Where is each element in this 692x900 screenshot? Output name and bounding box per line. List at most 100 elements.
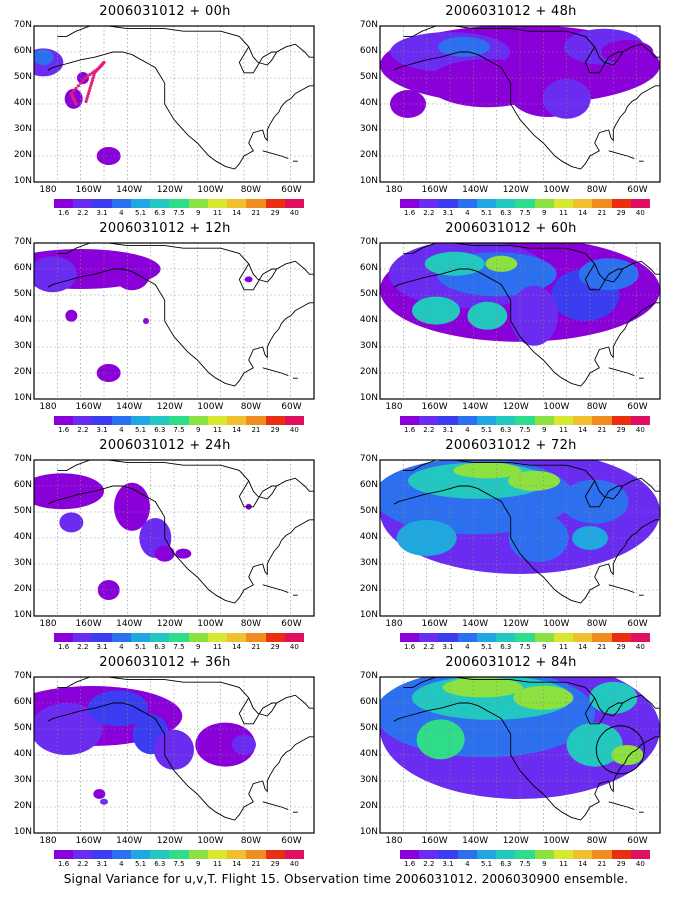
colorbar-label: 7.5 — [519, 426, 531, 434]
lon-label: 140W — [116, 619, 143, 629]
variance-contour — [453, 462, 522, 479]
colorbar-swatch — [169, 850, 189, 859]
colorbar-label: 29 — [616, 860, 626, 868]
colorbar-swatch — [92, 633, 112, 642]
map-frame — [379, 25, 661, 183]
variance-contour — [114, 258, 150, 291]
lon-label: 120W — [502, 619, 529, 629]
colorbar-label: 6.3 — [154, 643, 166, 651]
lon-label: 60W — [627, 402, 648, 412]
colorbar-swatch — [630, 416, 651, 425]
coastline — [47, 26, 314, 170]
map-frame — [379, 242, 661, 400]
colorbar-label: 29 — [270, 209, 280, 217]
colorbar-label: 14 — [578, 643, 588, 651]
colorbar-label: 11 — [212, 209, 222, 217]
lat-label: 60N — [13, 46, 32, 56]
colorbar-swatch — [130, 199, 151, 208]
colorbar-swatch — [92, 199, 112, 208]
lat-label: 60N — [359, 480, 378, 490]
lat-label: 20N — [359, 801, 378, 811]
lon-label: 100W — [197, 402, 224, 412]
map-panel: 2006031012 + 36h 70N 60N 50N 40N 30N 20N 10N 180… — [0, 651, 330, 868]
variance-contour — [59, 512, 84, 533]
map-frame — [33, 459, 315, 617]
lon-label: 180 — [385, 836, 403, 846]
colorbar-label: 29 — [616, 426, 626, 434]
colorbar-swatch — [496, 416, 516, 425]
lon-label: 160W — [75, 836, 102, 846]
variance-field — [34, 473, 252, 600]
variance-contour — [601, 40, 654, 64]
variance-field — [34, 686, 256, 805]
colorbar-label: 5.1 — [480, 426, 493, 434]
variance-contour — [34, 256, 77, 293]
variance-contour — [65, 309, 78, 322]
colorbar-swatch — [130, 850, 151, 859]
colorbar-swatch — [111, 199, 131, 208]
lon-label: 140W — [116, 402, 143, 412]
colorbar-swatch — [476, 850, 497, 859]
colorbar-label: 21 — [597, 860, 607, 868]
lon-label: 180 — [39, 836, 57, 846]
colorbar-swatch — [438, 850, 458, 859]
lat-label: 60N — [359, 46, 378, 56]
colorbar-label: 21 — [251, 643, 261, 651]
variance-contour — [396, 520, 457, 556]
colorbar-swatch — [188, 199, 208, 208]
lon-label: 160W — [75, 402, 102, 412]
lon-label: 80W — [586, 836, 608, 846]
colorbar-swatch — [284, 850, 305, 859]
lon-label: 120W — [156, 185, 183, 195]
colorbar-swatch — [534, 416, 554, 425]
colorbar-label: 5.1 — [134, 643, 147, 651]
map-panel: 2006031012 + 00h 70N 60N 50N 40N 30N 20N 10N 180… — [0, 0, 330, 217]
colorbar — [54, 416, 305, 425]
map-frame — [33, 676, 315, 834]
lon-label: 80W — [586, 619, 608, 629]
colorbar-label: 11 — [558, 426, 568, 434]
colorbar-swatch — [457, 199, 477, 208]
colorbar-label: 3.1 — [442, 860, 454, 868]
colorbar-label: 9 — [195, 426, 201, 434]
lat-label: 70N — [359, 454, 378, 464]
lon-label: 140W — [462, 836, 489, 846]
colorbar-label: 6.3 — [154, 209, 166, 217]
colorbar-swatch — [592, 416, 612, 425]
lat-label: 20N — [13, 584, 32, 594]
colorbar — [400, 633, 651, 642]
colorbar-label: 40 — [289, 643, 299, 651]
lat-label: 60N — [359, 263, 378, 273]
lat-label: 20N — [359, 367, 378, 377]
map-svg — [379, 25, 661, 183]
lat-label: 70N — [359, 237, 378, 247]
map-svg — [33, 25, 315, 183]
lon-label: 140W — [462, 402, 489, 412]
colorbar-swatch — [54, 416, 74, 425]
colorbar-label: 29 — [270, 860, 280, 868]
colorbar-label: 3.1 — [442, 426, 454, 434]
lon-label: 80W — [240, 619, 262, 629]
colorbar-swatch — [573, 199, 593, 208]
colorbar-label: 6.3 — [500, 209, 512, 217]
colorbar-swatch — [265, 416, 285, 425]
colorbar-swatch — [73, 633, 93, 642]
panel-title: 2006031012 + 60h — [445, 221, 577, 236]
coastline — [47, 460, 314, 604]
variance-contour — [566, 722, 623, 767]
lat-label: 60N — [13, 263, 32, 273]
lon-label: 180 — [385, 185, 403, 195]
lat-label: 20N — [13, 367, 32, 377]
variance-contour — [442, 677, 523, 698]
lon-label: 140W — [462, 185, 489, 195]
colorbar-label: 9 — [195, 209, 201, 217]
colorbar-swatch — [419, 850, 439, 859]
coastline — [47, 243, 314, 387]
variance-contour — [195, 722, 256, 767]
variance-contour — [244, 276, 253, 283]
lat-label: 10N — [13, 393, 32, 403]
colorbar-label: 2.2 — [423, 209, 435, 217]
colorbar-label: 40 — [635, 860, 645, 868]
colorbar-swatch — [534, 633, 554, 642]
colorbar-label: 2.2 — [77, 209, 89, 217]
